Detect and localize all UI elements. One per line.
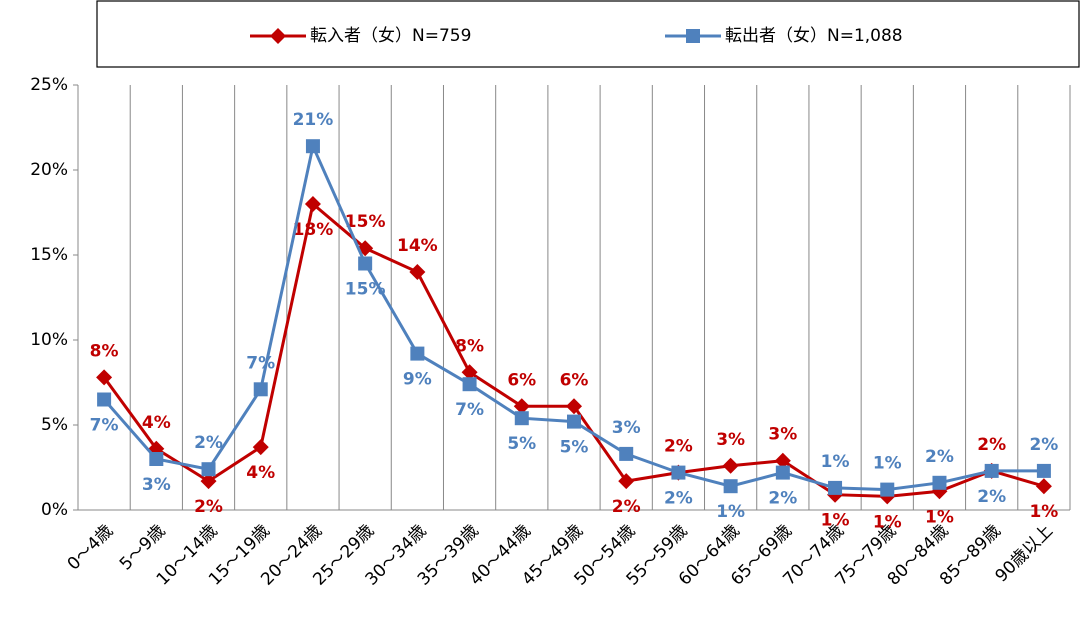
- marker: [357, 240, 374, 257]
- legend-label: 転出者（女）N=1,088: [725, 26, 903, 46]
- data-label: 5%: [507, 434, 536, 454]
- data-label: 6%: [507, 370, 536, 390]
- marker: [305, 139, 320, 154]
- marker: [270, 28, 286, 44]
- data-label: 3%: [716, 430, 745, 450]
- marker: [686, 29, 700, 43]
- series: [97, 139, 1051, 497]
- marker: [252, 439, 269, 456]
- marker: [932, 475, 947, 490]
- data-label: 9%: [403, 370, 432, 390]
- x-tick-label: 90歳以上: [991, 521, 1057, 587]
- marker: [775, 465, 790, 480]
- marker: [880, 482, 895, 497]
- marker: [201, 462, 216, 477]
- marker: [462, 377, 477, 392]
- marker: [774, 452, 791, 469]
- y-tick-label: 15%: [30, 245, 68, 265]
- data-label: 3%: [142, 475, 171, 495]
- data-label: 1%: [925, 507, 954, 527]
- data-label: 2%: [977, 487, 1006, 507]
- data-label: 4%: [142, 413, 171, 433]
- data-label: 2%: [1029, 435, 1058, 455]
- marker: [410, 346, 425, 361]
- data-label: 2%: [977, 435, 1006, 455]
- data-label: 2%: [768, 489, 797, 509]
- data-label: 7%: [246, 353, 275, 373]
- marker: [984, 463, 999, 478]
- marker: [618, 473, 635, 490]
- data-label: 21%: [293, 110, 334, 130]
- data-label: 1%: [716, 502, 745, 522]
- marker: [722, 457, 739, 474]
- data-label: 4%: [246, 463, 275, 483]
- data-label: 7%: [90, 416, 119, 436]
- data-label: 2%: [194, 497, 223, 517]
- marker: [96, 369, 113, 386]
- data-label: 2%: [664, 489, 693, 509]
- data-label: 1%: [821, 452, 850, 472]
- y-tick-label: 10%: [30, 330, 68, 350]
- marker: [253, 382, 268, 397]
- marker: [409, 264, 426, 280]
- data-label: 15%: [345, 212, 386, 232]
- marker: [461, 364, 478, 381]
- marker: [200, 473, 217, 490]
- marker: [671, 465, 686, 480]
- x-tick-label: 0～4歳: [64, 521, 117, 574]
- marker: [567, 414, 581, 429]
- data-label: 14%: [397, 236, 438, 256]
- marker: [149, 452, 164, 466]
- data-label: 8%: [90, 341, 119, 361]
- data-label: 1%: [873, 454, 902, 474]
- marker: [828, 480, 843, 495]
- marker: [304, 196, 321, 212]
- data-label: 3%: [768, 425, 797, 445]
- y-tick-label: 0%: [41, 500, 68, 520]
- data-label: 18%: [293, 220, 334, 240]
- data-label: 5%: [560, 438, 589, 458]
- data-label: 7%: [455, 400, 484, 420]
- data-label: 1%: [1029, 502, 1058, 522]
- data-label: 6%: [560, 370, 589, 390]
- legend-box: [96, 0, 1080, 68]
- series: [96, 196, 1052, 505]
- data-label: 3%: [612, 418, 641, 438]
- data-label: 2%: [194, 433, 223, 453]
- data-label: 2%: [612, 497, 641, 517]
- data-label: 8%: [455, 336, 484, 356]
- y-tick-label: 25%: [30, 75, 68, 95]
- marker: [97, 392, 112, 407]
- data-label: 2%: [664, 437, 693, 457]
- data-label: 1%: [873, 512, 902, 532]
- marker: [514, 411, 529, 426]
- data-label: 2%: [925, 447, 954, 467]
- marker: [723, 479, 738, 494]
- marker: [1035, 478, 1052, 495]
- marker: [566, 398, 582, 415]
- marker: [1036, 463, 1051, 478]
- marker: [513, 398, 530, 415]
- marker: [619, 446, 634, 461]
- marker: [358, 256, 373, 271]
- data-label: 15%: [345, 280, 386, 300]
- y-tick-label: 20%: [30, 160, 68, 180]
- y-tick-label: 5%: [41, 415, 68, 435]
- legend-label: 転入者（女）N=759: [310, 26, 471, 46]
- data-label: 1%: [821, 511, 850, 531]
